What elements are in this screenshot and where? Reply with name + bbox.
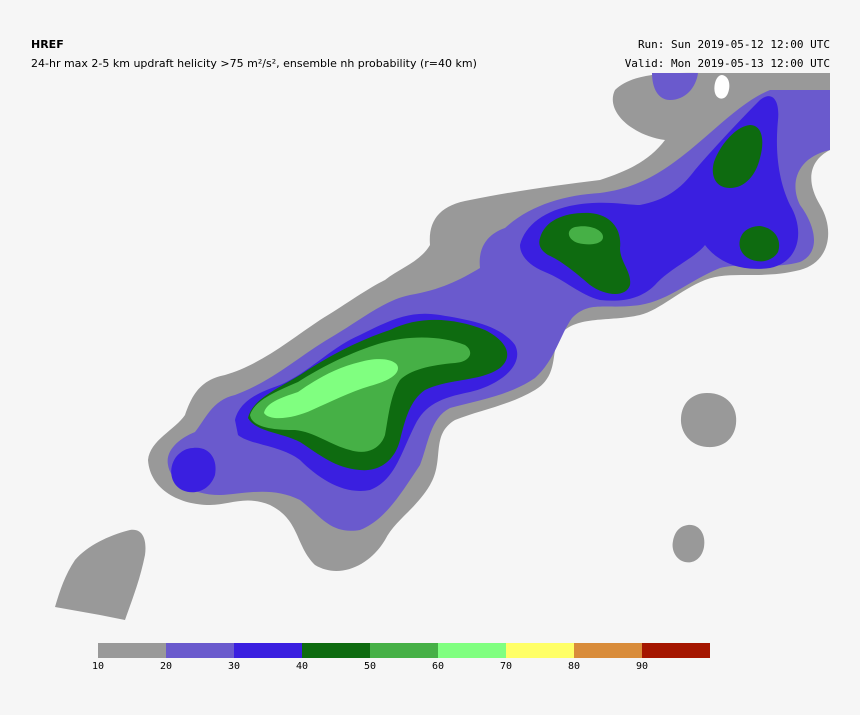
prob-10-20-cell-small: [672, 524, 705, 563]
valid-time: Valid: Mon 2019-05-13 12:00 UTC: [624, 57, 830, 70]
field-description: 24-hr max 2-5 km updraft helicity >75 m²…: [31, 57, 477, 70]
colorbar-tick-label: 60: [432, 661, 444, 672]
colorbar-tick-label: 30: [228, 661, 240, 672]
prob-20-30-north: [652, 73, 698, 100]
prob-40-50-east: [739, 226, 780, 262]
colorbar-bin-70-80: [506, 643, 574, 658]
colorbar-tick-label: 50: [364, 661, 376, 672]
prob-50-60-main: [250, 337, 471, 452]
map-void: [714, 75, 730, 99]
colorbar-bin-90-100: [642, 643, 710, 658]
colorbar-tick-label: 40: [296, 661, 308, 672]
colorbar-bin-20-30: [166, 643, 234, 658]
colorbar-bin-60-70: [438, 643, 506, 658]
prob-30-40-southwest: [171, 447, 216, 493]
colorbar-tick-label: 10: [92, 661, 104, 672]
prob-40-50-northeast-b: [712, 125, 763, 188]
colorbar-bin-10-20: [98, 643, 166, 658]
colorbar-tick-label: 80: [568, 661, 580, 672]
colorbar-tick-label: 20: [160, 661, 172, 672]
run-time: Run: Sun 2019-05-12 12:00 UTC: [637, 38, 830, 51]
prob-10-20-cell-southwest: [55, 529, 146, 620]
prob-40-50-northeast-a: [539, 212, 631, 295]
prob-50-60-northeast: [568, 226, 603, 245]
colorbar-tick-label: 70: [500, 661, 512, 672]
colorbar-bin-30-40: [234, 643, 302, 658]
prob-60-70-main: [264, 359, 398, 419]
colorbar-bin-40-50: [302, 643, 370, 658]
colorbar-bin-80-90: [574, 643, 642, 658]
colorbar-tick-label: 90: [636, 661, 648, 672]
colorbar-bin-50-60: [370, 643, 438, 658]
prob-10-20-cell-east: [680, 393, 737, 448]
model-title: HREF: [31, 38, 64, 51]
